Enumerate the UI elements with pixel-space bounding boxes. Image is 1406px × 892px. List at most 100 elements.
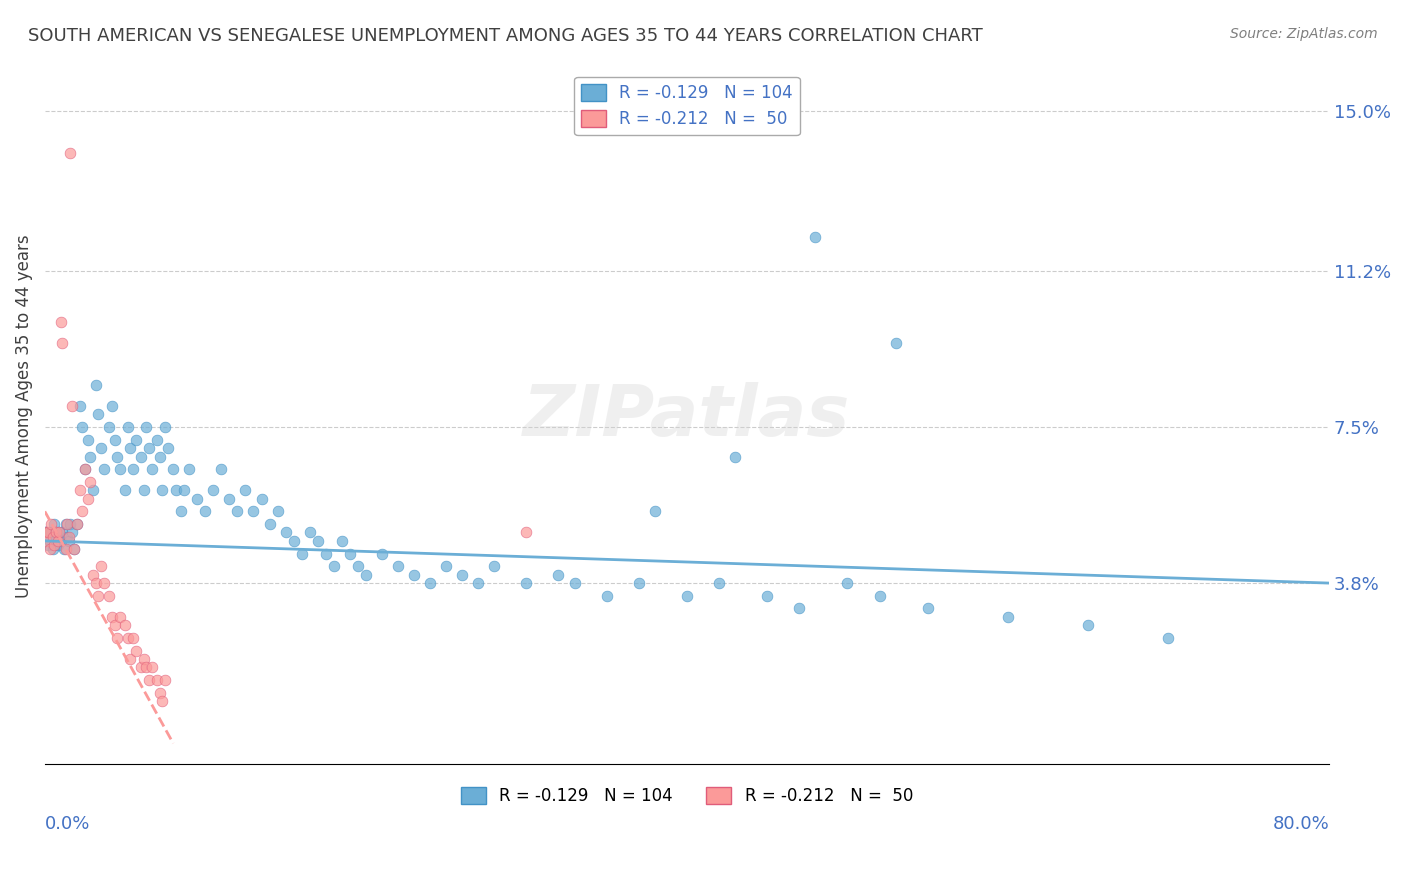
Point [55, 542, 77, 557]
Point [547, 567, 569, 582]
Point [515, 525, 537, 540]
Point [118, 652, 141, 666]
Point [644, 504, 666, 518]
Point [134, 652, 156, 666]
Point [371, 547, 394, 561]
Point [837, 576, 859, 591]
Point [46, 533, 69, 548]
Point [93, 462, 115, 476]
Point [117, 631, 139, 645]
Point [60, 525, 83, 540]
Point [39, 525, 62, 540]
Point [165, 483, 187, 498]
Point [150, 483, 173, 498]
Point [515, 576, 537, 591]
Text: SOUTH AMERICAN VS SENEGALESE UNEMPLOYMENT AMONG AGES 35 TO 44 YEARS CORRELATION : SOUTH AMERICAN VS SENEGALESE UNEMPLOYMEN… [28, 27, 983, 45]
Point [179, 462, 201, 476]
Point [756, 589, 779, 603]
Point [315, 547, 337, 561]
Point [79, 450, 101, 464]
Point [322, 559, 344, 574]
Point [98, 589, 121, 603]
Point [37, 538, 59, 552]
Point [34, 525, 56, 540]
Point [51, 335, 73, 350]
Point [49, 533, 72, 548]
Point [129, 660, 152, 674]
Point [39, 516, 62, 531]
Point [56, 530, 79, 544]
Point [869, 589, 891, 603]
Point [34, 525, 56, 540]
Point [170, 504, 193, 518]
Point [69, 483, 91, 498]
Point [62, 542, 84, 557]
Point [117, 420, 139, 434]
Point [82, 567, 104, 582]
Point [218, 491, 240, 506]
Point [58, 533, 80, 548]
Point [141, 660, 163, 674]
Point [48, 525, 70, 540]
Point [125, 643, 148, 657]
Point [62, 542, 84, 557]
Point [56, 516, 79, 531]
Point [134, 483, 156, 498]
Point [419, 576, 441, 591]
Point [66, 516, 89, 531]
Point [235, 483, 257, 498]
Point [77, 491, 100, 506]
Point [804, 230, 827, 244]
Point [153, 420, 176, 434]
Point [135, 660, 157, 674]
Point [90, 441, 112, 455]
Point [42, 530, 65, 544]
Point [354, 567, 377, 582]
Point [307, 533, 329, 548]
Point [707, 576, 730, 591]
Legend: R = -0.129   N = 104, R = -0.212   N =  50: R = -0.129 N = 104, R = -0.212 N = 50 [454, 780, 920, 812]
Point [242, 504, 264, 518]
Point [35, 533, 58, 548]
Point [564, 576, 586, 591]
Point [283, 533, 305, 548]
Point [135, 420, 157, 434]
Point [226, 504, 249, 518]
Point [434, 559, 457, 574]
Point [157, 441, 180, 455]
Point [69, 399, 91, 413]
Point [84, 576, 107, 591]
Point [146, 433, 169, 447]
Point [59, 145, 82, 160]
Point [118, 441, 141, 455]
Point [274, 525, 297, 540]
Point [48, 525, 70, 540]
Point [101, 399, 124, 413]
Point [45, 525, 67, 540]
Point [186, 491, 208, 506]
Point [451, 567, 474, 582]
Point [149, 450, 172, 464]
Point [114, 618, 136, 632]
Point [291, 547, 314, 561]
Point [93, 576, 115, 591]
Point [70, 420, 93, 434]
Point [484, 559, 506, 574]
Point [787, 601, 810, 615]
Point [194, 504, 217, 518]
Point [250, 491, 273, 506]
Point [60, 399, 83, 413]
Point [44, 538, 66, 552]
Point [90, 559, 112, 574]
Point [58, 530, 80, 544]
Y-axis label: Unemployment Among Ages 35 to 44 years: Unemployment Among Ages 35 to 44 years [15, 235, 32, 599]
Point [70, 504, 93, 518]
Point [73, 462, 96, 476]
Point [125, 433, 148, 447]
Point [330, 533, 353, 548]
Point [37, 525, 59, 540]
Point [150, 694, 173, 708]
Point [162, 462, 184, 476]
Point [35, 525, 58, 540]
Point [122, 462, 145, 476]
